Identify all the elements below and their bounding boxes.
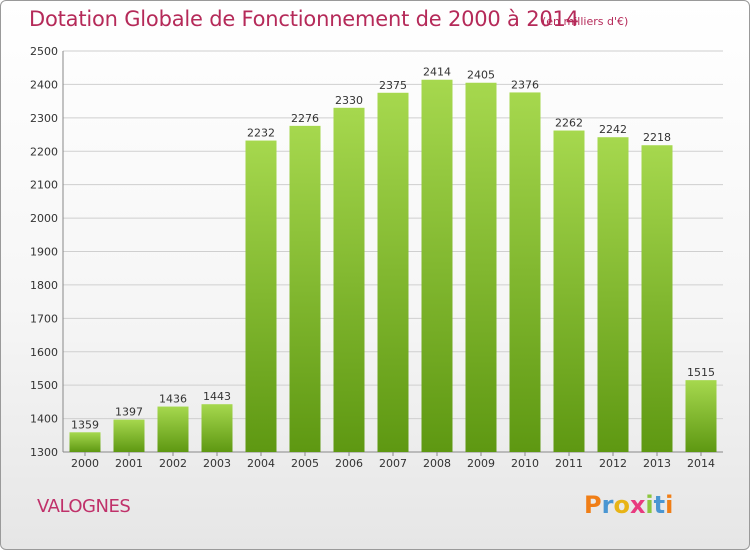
data-label-2013: 2218: [643, 131, 671, 144]
y-tick-label: 2100: [30, 179, 58, 192]
bar-2003: [201, 404, 233, 452]
bar-2014: [685, 380, 717, 452]
data-label-2003: 1443: [203, 390, 231, 403]
y-tick-label: 1900: [30, 246, 58, 259]
x-tick-label-2003: 2003: [203, 457, 231, 470]
y-tick-label: 1400: [30, 413, 58, 426]
x-tick-label-2010: 2010: [511, 457, 539, 470]
data-label-2008: 2414: [423, 66, 451, 79]
data-label-2000: 1359: [71, 418, 99, 431]
y-tick-label: 2000: [30, 212, 58, 225]
data-label-2012: 2242: [599, 123, 627, 136]
bar-2006: [333, 107, 365, 452]
y-tick-label: 2500: [30, 45, 58, 58]
data-label-2001: 1397: [115, 406, 143, 419]
data-label-2014: 1515: [687, 366, 715, 379]
x-tick-label-2006: 2006: [335, 457, 363, 470]
logo-letter: P: [584, 491, 602, 519]
y-tick-label: 1600: [30, 346, 58, 359]
bar-2010: [509, 92, 541, 452]
y-tick-label: 1500: [30, 379, 58, 392]
logo-letter: i: [645, 491, 654, 519]
logo-letter: x: [629, 491, 646, 519]
x-tick-label-2002: 2002: [159, 457, 187, 470]
x-tick-label-2012: 2012: [599, 457, 627, 470]
bar-2009: [465, 82, 497, 452]
y-tick-label: 1300: [30, 446, 58, 459]
x-tick-label-2011: 2011: [555, 457, 583, 470]
x-axis-ticks: 2000 2001 2002 2003 2004 2005 2006 2007 2008 2009…: [71, 452, 715, 470]
bar-2008: [421, 79, 453, 452]
data-label-2005: 2276: [291, 112, 319, 125]
logo-letter: o: [613, 491, 630, 519]
x-tick-label-2001: 2001: [115, 457, 143, 470]
data-label-2009: 2405: [467, 69, 495, 82]
data-label-2002: 1436: [159, 393, 187, 406]
bar-2002: [157, 406, 189, 452]
bar-2013: [641, 145, 673, 453]
bar-2007: [377, 92, 409, 452]
y-tick-label: 2300: [30, 112, 58, 125]
bar-2004: [245, 140, 277, 452]
chart-title: Dotation Globale de Fonctionnement de 20…: [29, 7, 579, 31]
data-label-2010: 2376: [511, 78, 539, 91]
y-tick-label: 2200: [30, 145, 58, 158]
data-label-2006: 2330: [335, 94, 363, 107]
logo-letter: i: [665, 491, 674, 519]
chart-subtitle: (en milliers d'€): [542, 15, 629, 28]
bar-2000: [69, 432, 101, 452]
logo-letter: t: [653, 491, 666, 519]
x-tick-label-2007: 2007: [379, 457, 407, 470]
y-tick-label: 1700: [30, 312, 58, 325]
bar-2001: [113, 419, 145, 452]
x-tick-label-2000: 2000: [71, 457, 99, 470]
x-tick-label-2008: 2008: [423, 457, 451, 470]
data-label-2004: 2232: [247, 127, 275, 140]
y-tick-label: 1800: [30, 279, 58, 292]
bar-2011: [553, 130, 585, 452]
x-tick-label-2014: 2014: [687, 457, 715, 470]
bars: [69, 79, 717, 453]
y-tick-label: 2400: [30, 78, 58, 91]
logo-letter: r: [601, 491, 614, 519]
x-tick-label-2013: 2013: [643, 457, 671, 470]
data-label-2011: 2262: [555, 117, 583, 130]
y-axis-ticks: 1300 1400 1500 1600 1700 1800 1900 2000 2100 2200…: [30, 45, 58, 459]
x-tick-label-2009: 2009: [467, 457, 495, 470]
data-labels: 1359 1397 1436 1443 2232 2276 2330 2375 2414 2405…: [71, 66, 715, 432]
commune-name: VALOGNES: [37, 496, 131, 517]
x-tick-label-2004: 2004: [247, 457, 275, 470]
bar-2005: [289, 125, 321, 452]
x-tick-label-2005: 2005: [291, 457, 319, 470]
data-label-2007: 2375: [379, 79, 407, 92]
proxiti-logo: Proxiti: [584, 491, 673, 519]
bar-2012: [597, 137, 629, 452]
